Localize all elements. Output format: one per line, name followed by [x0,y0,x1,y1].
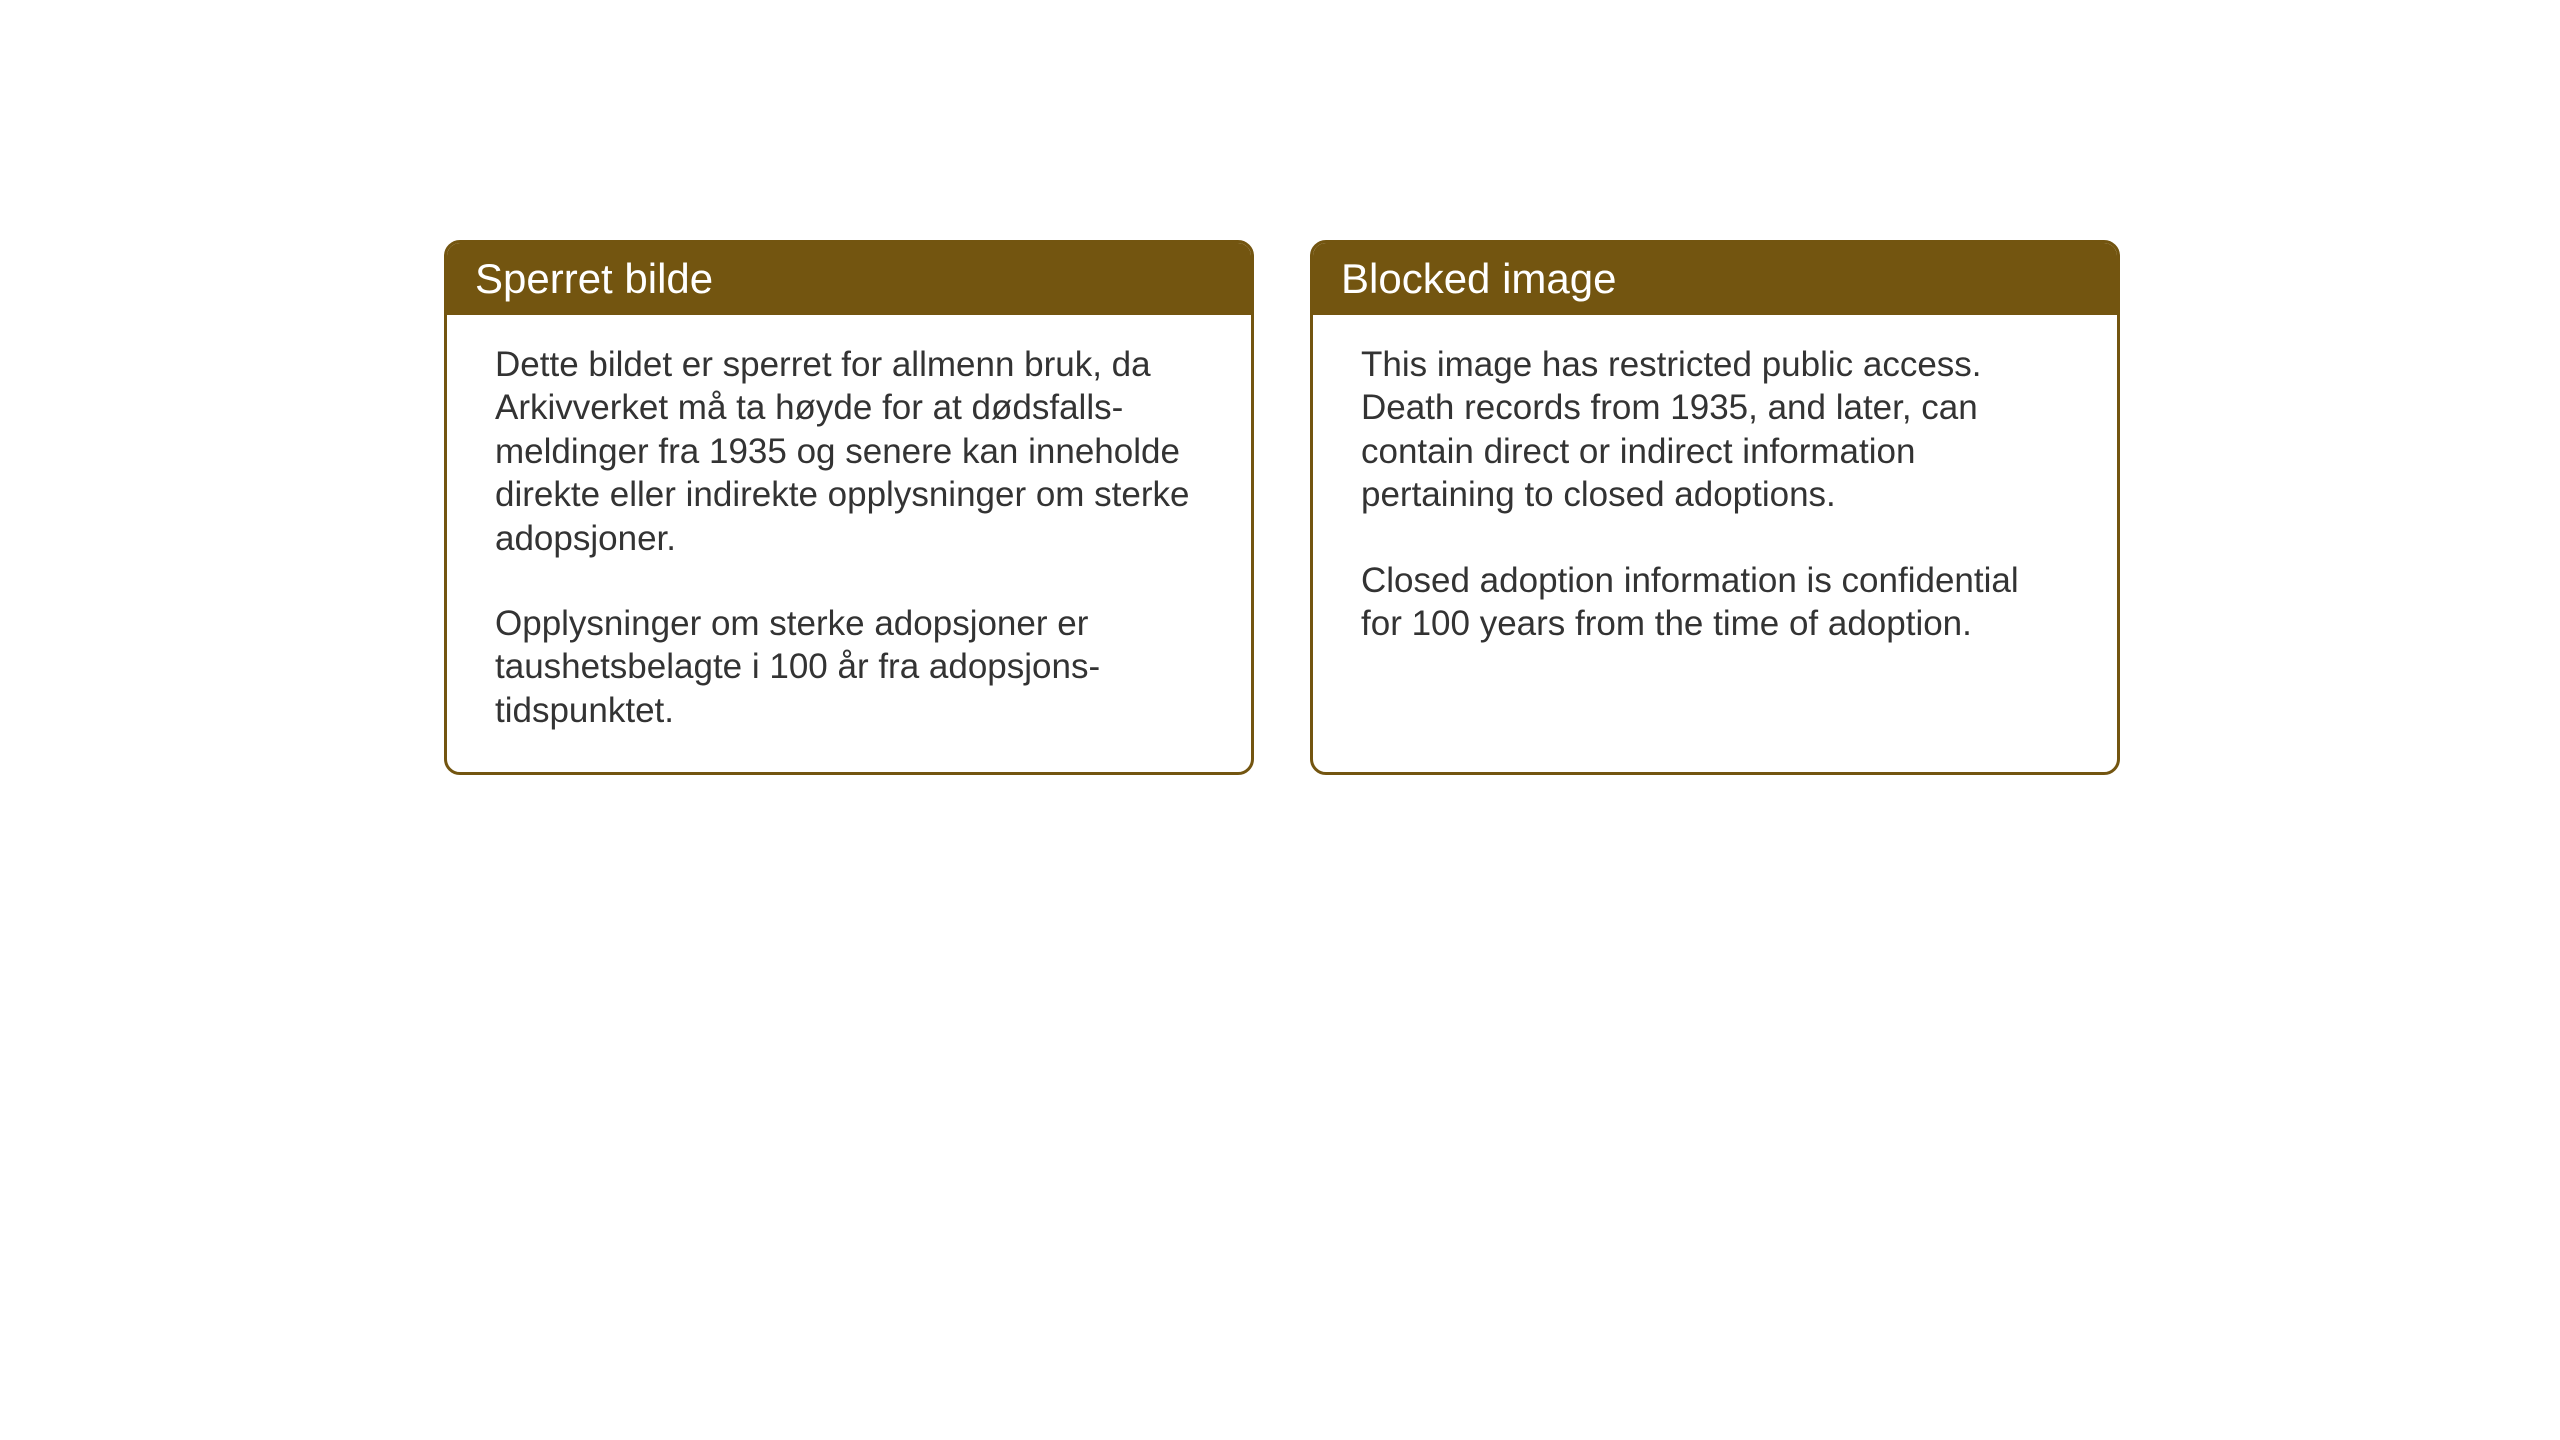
card-english-header: Blocked image [1313,243,2117,315]
card-norwegian-title: Sperret bilde [475,255,713,302]
card-norwegian-paragraph-1: Dette bildet er sperret for allmenn bruk… [495,343,1203,560]
card-english-body: This image has restricted public access.… [1313,315,2117,685]
card-english: Blocked image This image has restricted … [1310,240,2120,775]
card-norwegian: Sperret bilde Dette bildet er sperret fo… [444,240,1254,775]
cards-container: Sperret bilde Dette bildet er sperret fo… [444,240,2120,775]
card-english-title: Blocked image [1341,255,1616,302]
card-norwegian-header: Sperret bilde [447,243,1251,315]
card-english-paragraph-1: This image has restricted public access.… [1361,343,2069,517]
card-norwegian-paragraph-2: Opplysninger om sterke adopsjoner er tau… [495,602,1203,732]
card-english-paragraph-2: Closed adoption information is confident… [1361,559,2069,646]
card-norwegian-body: Dette bildet er sperret for allmenn bruk… [447,315,1251,772]
